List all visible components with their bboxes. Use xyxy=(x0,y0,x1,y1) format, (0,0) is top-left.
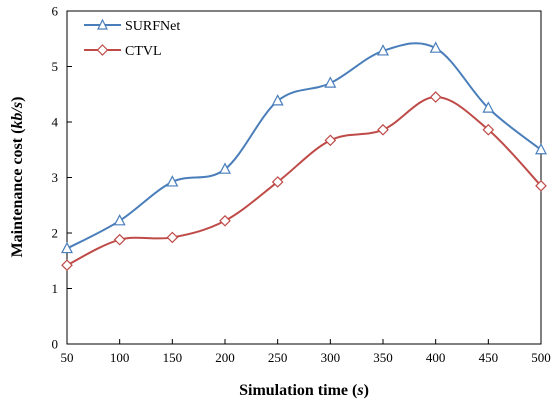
x-tick-label: 200 xyxy=(215,350,235,365)
legend: SURFNet CTVL xyxy=(84,18,180,59)
y-axis-title-text: Maintenance cost xyxy=(9,137,26,257)
legend-label-surfnet: SURFNet xyxy=(125,19,180,34)
data-point-ctvl xyxy=(482,123,495,136)
y-tick-label: 5 xyxy=(52,59,59,74)
series-layer xyxy=(61,41,547,272)
data-point-surfnet xyxy=(324,76,337,88)
series-line-ctvl xyxy=(66,96,542,267)
series-ctvl xyxy=(61,91,547,272)
data-point-surfnet xyxy=(271,94,284,106)
data-point-ctvl xyxy=(166,231,179,244)
data-point-surfnet xyxy=(219,162,231,174)
x-tick-label: 400 xyxy=(426,350,446,365)
data-point-surfnet xyxy=(482,101,495,113)
data-point-ctvl xyxy=(429,91,442,103)
x-tick-label: 250 xyxy=(268,350,288,365)
y-tick-label: 0 xyxy=(52,337,59,352)
y-tick-label: 6 xyxy=(52,4,59,19)
y-axis-ticks: 0 1 2 3 4 5 6 xyxy=(52,4,72,352)
series-line-surfnet xyxy=(66,42,542,250)
y-axis-title: Maintenance cost (kb/s) xyxy=(9,97,26,258)
data-point-ctvl xyxy=(271,176,284,188)
x-tick-label: 100 xyxy=(110,350,130,365)
series-surfnet xyxy=(61,41,547,254)
legend-label-ctvl: CTVL xyxy=(125,44,162,59)
x-tick-label: 450 xyxy=(479,350,499,365)
x-axis-ticks: 50 100 150 200 250 300 350 400 450 500 xyxy=(61,339,551,365)
x-axis-title-unit: s xyxy=(356,382,363,399)
legend-marker-ctvl xyxy=(96,44,109,56)
data-point-ctvl xyxy=(324,134,337,147)
data-point-ctvl xyxy=(377,123,389,136)
x-tick-label: 150 xyxy=(163,350,183,365)
y-tick-label: 1 xyxy=(52,281,59,296)
data-point-surfnet xyxy=(535,142,547,155)
data-point-ctvl xyxy=(113,233,126,246)
data-point-ctvl xyxy=(535,179,547,192)
x-tick-label: 50 xyxy=(61,350,74,365)
x-axis-title-close-paren: ) xyxy=(364,382,369,399)
x-tick-label: 300 xyxy=(321,350,341,365)
y-tick-label: 4 xyxy=(52,115,59,130)
data-point-surfnet xyxy=(429,41,442,53)
plot-frame xyxy=(66,10,542,345)
data-point-surfnet xyxy=(61,241,73,254)
data-point-surfnet xyxy=(377,44,389,56)
y-tick-label: 2 xyxy=(52,226,59,241)
y-axis-title-close-paren: ) xyxy=(9,97,26,102)
x-axis-title: Simulation time (s) xyxy=(239,382,369,399)
y-axis-title-open-paren: ( xyxy=(9,129,26,134)
x-tick-label: 350 xyxy=(373,350,393,365)
x-tick-label: 500 xyxy=(531,350,551,365)
y-axis-title-unit: kb/s xyxy=(9,102,26,129)
x-axis-title-text: Simulation time xyxy=(239,382,348,399)
y-tick-label: 3 xyxy=(52,170,59,185)
data-point-surfnet xyxy=(113,214,126,226)
data-point-ctvl xyxy=(61,259,73,272)
data-point-ctvl xyxy=(219,214,231,227)
legend-marker-surfnet xyxy=(97,18,108,30)
x-axis-title-open-paren: ( xyxy=(352,382,357,399)
data-point-surfnet xyxy=(166,175,179,187)
